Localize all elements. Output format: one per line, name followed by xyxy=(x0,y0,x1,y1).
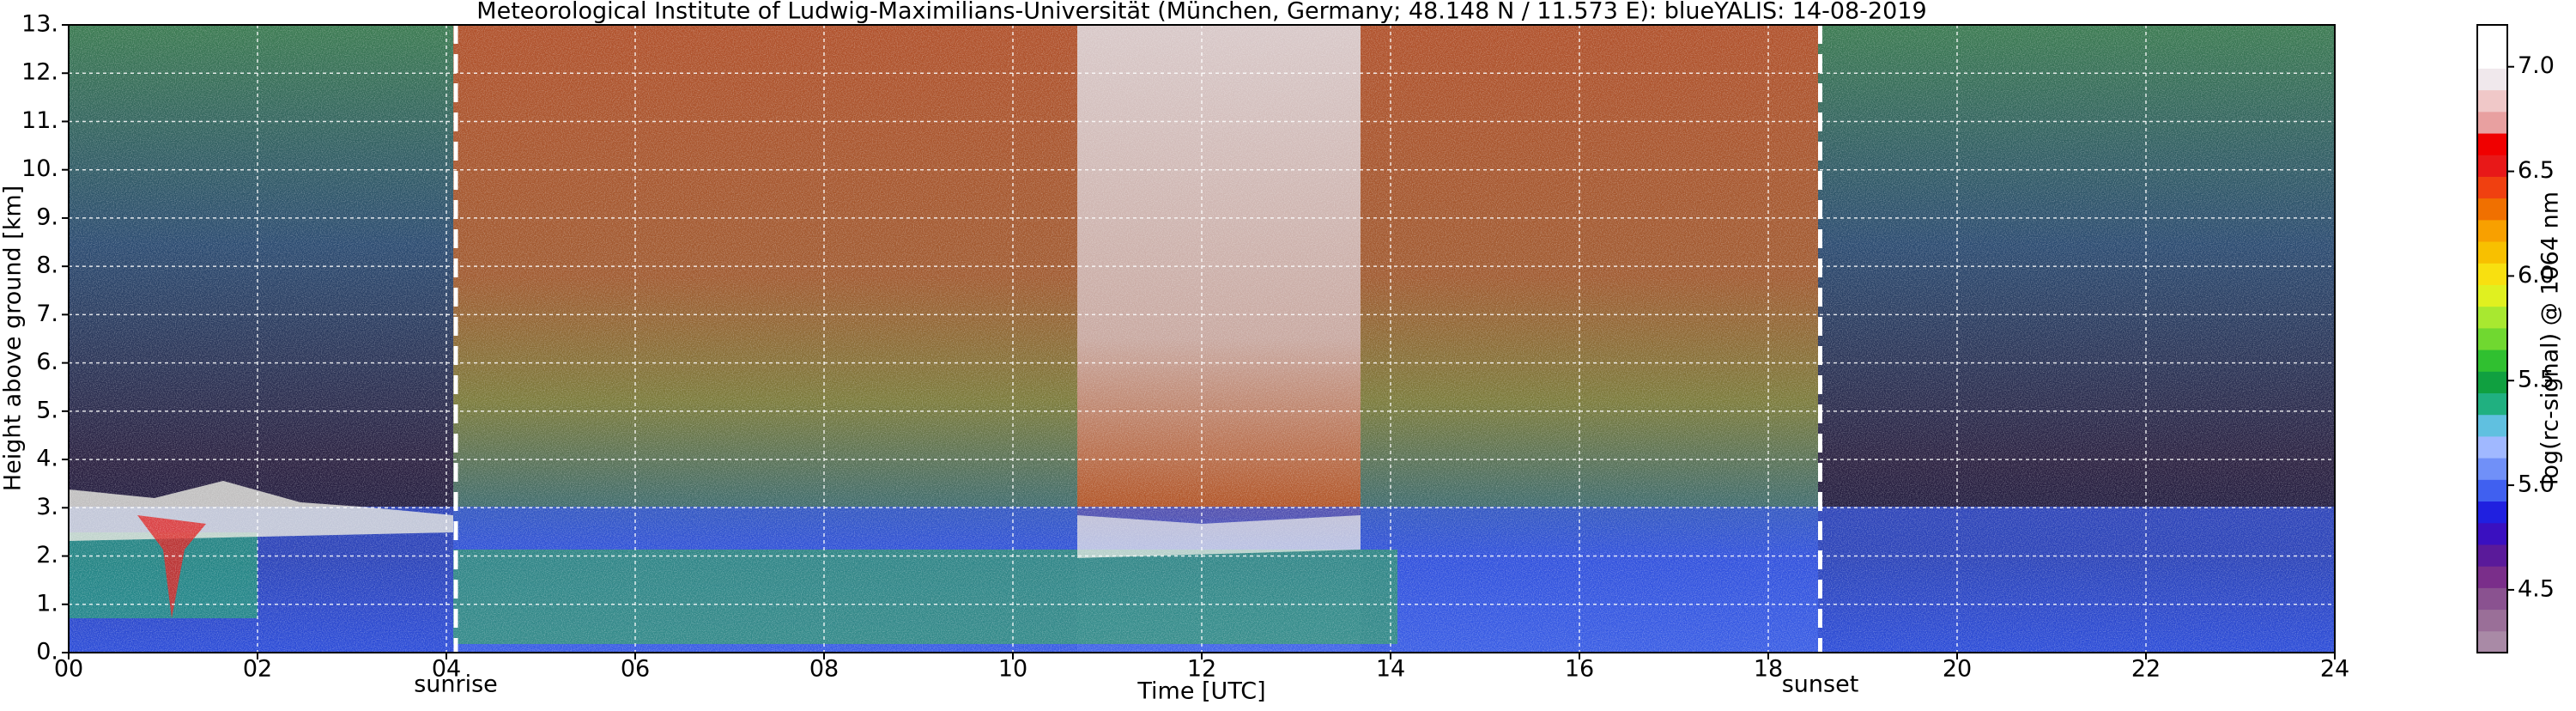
y-tick-label: 6. xyxy=(36,349,58,375)
colorbar-swatch xyxy=(2477,609,2507,632)
y-tick-label: 13. xyxy=(21,11,58,38)
x-tick-label: 20 xyxy=(1943,656,1972,683)
annotation-label: sunrise xyxy=(414,672,498,698)
colorbar-swatch xyxy=(2477,349,2507,372)
colorbar-frame xyxy=(2476,24,2508,653)
colorbar-swatch xyxy=(2477,306,2507,329)
x-tick-label: 14 xyxy=(1376,656,1405,683)
colorbar-swatch xyxy=(2477,46,2507,69)
x-tick-label: 04 xyxy=(432,656,461,683)
colorbar-swatch xyxy=(2477,89,2507,112)
colorbar-swatch xyxy=(2477,414,2507,437)
x-tick-label: 16 xyxy=(1565,656,1594,683)
y-tick-label: 3. xyxy=(36,494,58,520)
y-tick-label: 2. xyxy=(36,542,58,568)
colorbar-swatch xyxy=(2477,68,2507,91)
signal-field xyxy=(69,25,2335,653)
annotation-label: sunset xyxy=(1782,672,1859,698)
colorbar-swatch xyxy=(2477,566,2507,588)
y-tick-label: 9. xyxy=(36,204,58,230)
colorbar-swatch xyxy=(2477,501,2507,524)
y-tick-label: 8. xyxy=(36,252,58,279)
y-tick-label: 1. xyxy=(36,590,58,617)
colorbar-swatch xyxy=(2477,479,2507,502)
colorbar-swatch xyxy=(2477,327,2507,350)
colorbar-swatch xyxy=(2477,371,2507,394)
colorbar-tick-label: 6.5 xyxy=(2518,157,2555,184)
colorbar-swatch xyxy=(2477,133,2507,155)
x-tick-label: 06 xyxy=(621,656,650,683)
y-tick-label: 12. xyxy=(21,59,58,86)
x-tick-label: 18 xyxy=(1754,656,1783,683)
colorbar-swatch xyxy=(2477,25,2507,47)
colorbar-swatch xyxy=(2477,155,2507,177)
colorbar-swatch xyxy=(2477,435,2507,459)
colorbar-label: log(rc-signal) @ 1064 nm xyxy=(2537,191,2564,485)
colorbar-swatch xyxy=(2477,458,2507,480)
y-tick-label: 7. xyxy=(36,301,58,327)
y-tick-label: 11. xyxy=(21,107,58,134)
colorbar-swatch xyxy=(2477,241,2507,264)
chart-title: Meteorological Institute of Ludwig-Maxim… xyxy=(476,0,1926,25)
colorbar-swatch xyxy=(2477,263,2507,285)
x-tick-label: 08 xyxy=(809,656,839,683)
x-tick-label: 24 xyxy=(2320,656,2349,683)
colorbar-swatch xyxy=(2477,544,2507,567)
x-axis-label: Time [UTC] xyxy=(1136,678,1265,705)
y-tick-label: 5. xyxy=(36,397,58,423)
colorbar-swatch xyxy=(2477,587,2507,611)
x-tick-label: 12 xyxy=(1187,656,1216,683)
x-tick-label: 02 xyxy=(243,656,272,683)
y-tick-label: 10. xyxy=(21,155,58,182)
x-tick-label: 10 xyxy=(998,656,1027,683)
colorbar-swatch xyxy=(2477,219,2507,242)
colorbar-tick-label: 5.0 xyxy=(2518,471,2555,498)
colorbar-tick-label: 7.0 xyxy=(2518,52,2555,79)
colorbar-swatch xyxy=(2477,392,2507,416)
y-tick-label: 0. xyxy=(36,639,58,665)
x-tick-label: 22 xyxy=(2131,656,2161,683)
colorbar-swatch xyxy=(2477,630,2507,653)
colorbar-swatch xyxy=(2477,284,2507,307)
plot-frame xyxy=(68,24,2336,653)
colorbar-tick-label: 5.5 xyxy=(2518,367,2555,393)
colorbar-swatch xyxy=(2477,176,2507,199)
colorbar-tick-label: 4.5 xyxy=(2518,575,2555,602)
colorbar-swatch xyxy=(2477,198,2507,221)
colorbar-tick-label: 6.0 xyxy=(2518,262,2555,289)
colorbar-swatch xyxy=(2477,111,2507,134)
y-axis-label: Height above ground [km] xyxy=(0,185,27,491)
colorbar-swatch xyxy=(2477,522,2507,545)
y-tick-label: 4. xyxy=(36,446,58,472)
x-tick-label: 00 xyxy=(54,656,83,683)
